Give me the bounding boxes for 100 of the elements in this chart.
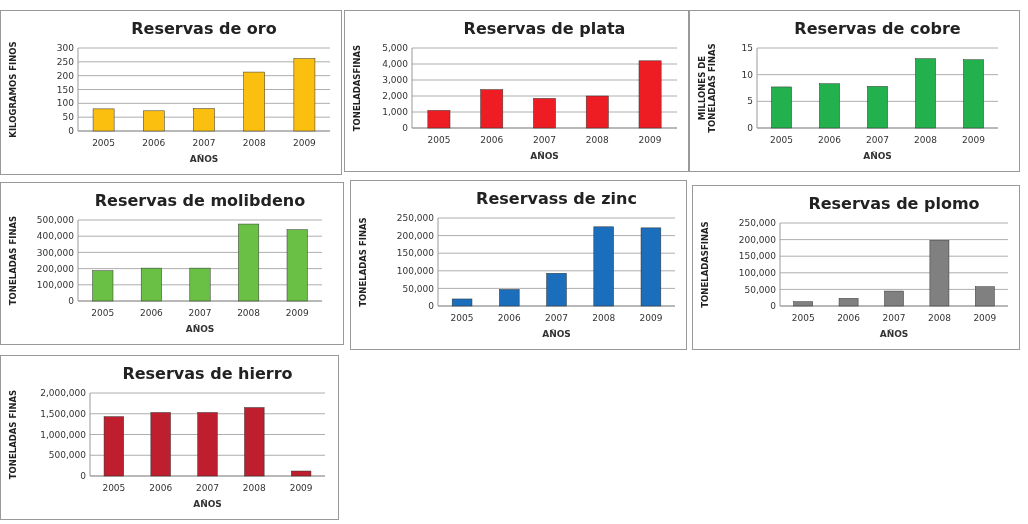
chart-title: Reservas de hierro: [122, 364, 293, 383]
bar: [585, 95, 609, 129]
x-tick-label: 2006: [149, 483, 173, 493]
x-tick-label: 2006: [480, 135, 504, 145]
y-tick-label: 200,000: [36, 263, 75, 274]
bar: [884, 290, 904, 307]
bar: [929, 240, 950, 307]
bar: [291, 470, 312, 477]
chart-title: Reservas de plata: [463, 19, 626, 38]
x-tick-label: 2007: [196, 483, 219, 493]
bar: [427, 110, 451, 129]
x-tick-label: 2007: [866, 135, 889, 145]
y-tick-label: 0: [770, 301, 777, 312]
bar: [150, 412, 171, 477]
bar: [189, 267, 211, 302]
x-tick-label: 2005: [102, 483, 126, 493]
y-tick-label: 0: [428, 301, 435, 312]
y-tick-label: 1,000,000: [40, 429, 87, 440]
x-tick-label: 2008: [914, 135, 938, 145]
x-tick-label: 2009: [638, 135, 662, 145]
bar: [143, 110, 165, 132]
bar: [915, 58, 936, 129]
y-tick-label: 250,000: [738, 218, 777, 229]
x-tick-label: 2006: [139, 308, 164, 318]
y-tick-label: 50,000: [402, 283, 435, 294]
x-tick-label: 2007: [192, 138, 216, 148]
y-tick-label: 3,000: [382, 75, 409, 86]
bar: [92, 108, 115, 132]
y-tick-label: 100,000: [396, 265, 435, 276]
x-axis-title: AÑOS: [879, 329, 909, 339]
bar: [867, 86, 888, 129]
x-axis-title: AÑOS: [193, 499, 222, 509]
x-axis-title: AÑOS: [542, 329, 571, 339]
y-tick-label: 100: [56, 98, 75, 109]
x-tick-label: 2008: [242, 483, 267, 493]
x-axis-title: AÑOS: [863, 151, 892, 161]
y-axis-title: KILOGRAMOS FINOS: [8, 41, 18, 138]
bar: [546, 273, 567, 307]
x-tick-label: 2009: [285, 308, 309, 318]
y-tick-label: 500,000: [36, 215, 75, 226]
y-tick-label: 15: [741, 43, 753, 54]
y-tick-label: 50: [62, 112, 75, 123]
x-tick-label: 2008: [585, 135, 610, 145]
bar: [140, 267, 162, 302]
bar: [103, 416, 124, 477]
bar: [533, 98, 556, 129]
bar: [593, 226, 614, 307]
x-tick-label: 2008: [927, 313, 952, 323]
bar: [819, 83, 840, 129]
y-tick-label: 200,000: [396, 230, 435, 241]
y-tick-label: 400,000: [36, 231, 75, 242]
x-tick-label: 2008: [592, 313, 616, 323]
x-tick-label: 2005: [450, 313, 474, 323]
bar: [293, 58, 316, 132]
bar: [963, 59, 984, 129]
x-tick-label: 2009: [962, 135, 986, 145]
chart-title: Reservas de plomo: [808, 194, 980, 213]
y-tick-label: 250: [56, 56, 75, 67]
x-axis-title: AÑOS: [189, 154, 219, 164]
x-tick-label: 2009: [639, 313, 663, 323]
chart-title: Reservas de molibdeno: [94, 191, 306, 210]
x-tick-label: 2006: [497, 313, 522, 323]
bar: [197, 412, 218, 477]
x-tick-label: 2005: [91, 308, 115, 318]
x-tick-label: 2007: [533, 135, 556, 145]
x-tick-label: 2007: [188, 308, 212, 318]
y-tick-label: 300: [56, 43, 75, 54]
x-tick-label: 2008: [237, 308, 261, 318]
x-tick-label: 2007: [882, 313, 906, 323]
y-tick-label: 100,000: [36, 279, 75, 290]
bar: [92, 270, 114, 302]
y-tick-label: 150,000: [396, 248, 435, 259]
y-axis-title: TONELADAS FINAS: [358, 217, 368, 307]
x-tick-label: 2009: [292, 138, 317, 148]
chart-title: Reservas de oro: [131, 19, 277, 38]
bar: [638, 60, 662, 129]
y-tick-label: 500,000: [48, 450, 87, 461]
y-tick-label: 4,000: [382, 59, 409, 70]
x-axis-title: AÑOS: [530, 151, 559, 161]
bar: [243, 71, 265, 132]
x-tick-label: 2006: [837, 313, 861, 323]
bar: [193, 108, 215, 132]
y-tick-label: 200,000: [738, 234, 777, 245]
y-tick-label: 0: [68, 296, 75, 307]
bar: [238, 223, 260, 302]
y-tick-label: 0: [402, 123, 409, 134]
y-tick-label: 200: [56, 70, 75, 81]
chart-title: Reservass de zinc: [476, 189, 637, 208]
bar: [451, 298, 473, 307]
y-tick-label: 2,000,000: [40, 388, 87, 399]
y-tick-label: 100,000: [738, 267, 777, 278]
x-tick-label: 2005: [770, 135, 793, 145]
bar: [771, 86, 792, 129]
y-tick-label: 1,000: [382, 107, 409, 118]
y-tick-label: 250,000: [396, 213, 435, 224]
y-tick-label: 150,000: [738, 251, 777, 262]
bar: [499, 289, 520, 307]
y-tick-label: 1,500,000: [40, 408, 87, 419]
x-tick-label: 2005: [427, 135, 451, 145]
bar: [480, 89, 504, 129]
